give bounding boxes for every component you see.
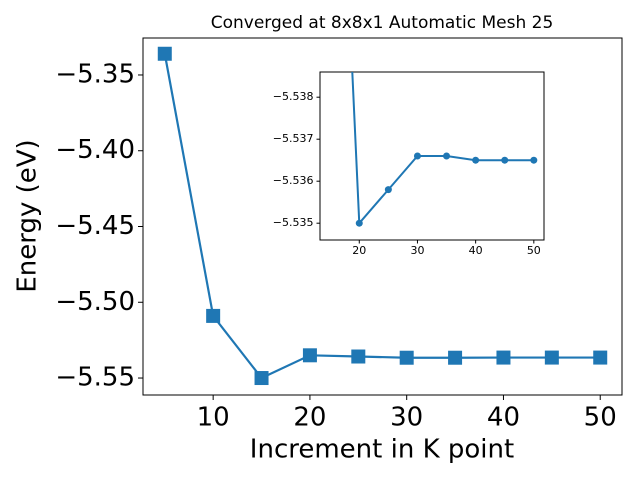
data-point bbox=[399, 350, 414, 365]
plot-content bbox=[351, 72, 538, 227]
x-tick-label: 30 bbox=[390, 403, 423, 433]
y-tick-label: −5.35 bbox=[55, 59, 135, 89]
data-point bbox=[472, 156, 480, 164]
y-tick-label: −5.50 bbox=[55, 287, 135, 317]
y-tick-label: −5.538 bbox=[273, 90, 314, 103]
series-line bbox=[351, 72, 534, 226]
y-tick-label: −5.55 bbox=[55, 363, 135, 393]
data-point bbox=[302, 348, 317, 363]
y-tick-label: −5.535 bbox=[273, 216, 314, 229]
x-tick-label: 20 bbox=[293, 403, 326, 433]
data-point bbox=[206, 308, 221, 323]
data-point bbox=[496, 350, 511, 365]
y-axis-label: Energy (eV) bbox=[13, 139, 43, 292]
data-point bbox=[530, 156, 538, 164]
series-line bbox=[163, 53, 601, 380]
x-tick-label: 50 bbox=[584, 403, 617, 433]
data-point bbox=[157, 46, 172, 61]
data-point bbox=[351, 349, 366, 364]
data-point bbox=[544, 350, 559, 365]
y-tick-label: −5.40 bbox=[55, 135, 135, 165]
x-tick-label: 10 bbox=[197, 403, 230, 433]
x-tick-label: 30 bbox=[410, 244, 424, 257]
x-tick-label: 20 bbox=[352, 244, 366, 257]
data-point bbox=[443, 152, 451, 160]
x-tick-label: 40 bbox=[487, 403, 520, 433]
chart-title: Converged at 8x8x1 Automatic Mesh 25 bbox=[211, 13, 554, 33]
data-point bbox=[355, 219, 363, 227]
data-point bbox=[593, 350, 608, 365]
data-point bbox=[254, 371, 269, 386]
plot-content bbox=[157, 46, 608, 386]
data-point bbox=[448, 350, 463, 365]
x-tick-label: 40 bbox=[469, 244, 483, 257]
x-tick-label: 50 bbox=[527, 244, 541, 257]
data-point bbox=[384, 186, 392, 194]
x-axis-label: Increment in K point bbox=[250, 435, 514, 465]
y-tick-label: −5.537 bbox=[273, 132, 314, 145]
y-tick-label: −5.536 bbox=[273, 174, 314, 187]
data-point bbox=[501, 156, 509, 164]
y-tick-label: −5.45 bbox=[55, 211, 135, 241]
data-point bbox=[413, 152, 421, 160]
